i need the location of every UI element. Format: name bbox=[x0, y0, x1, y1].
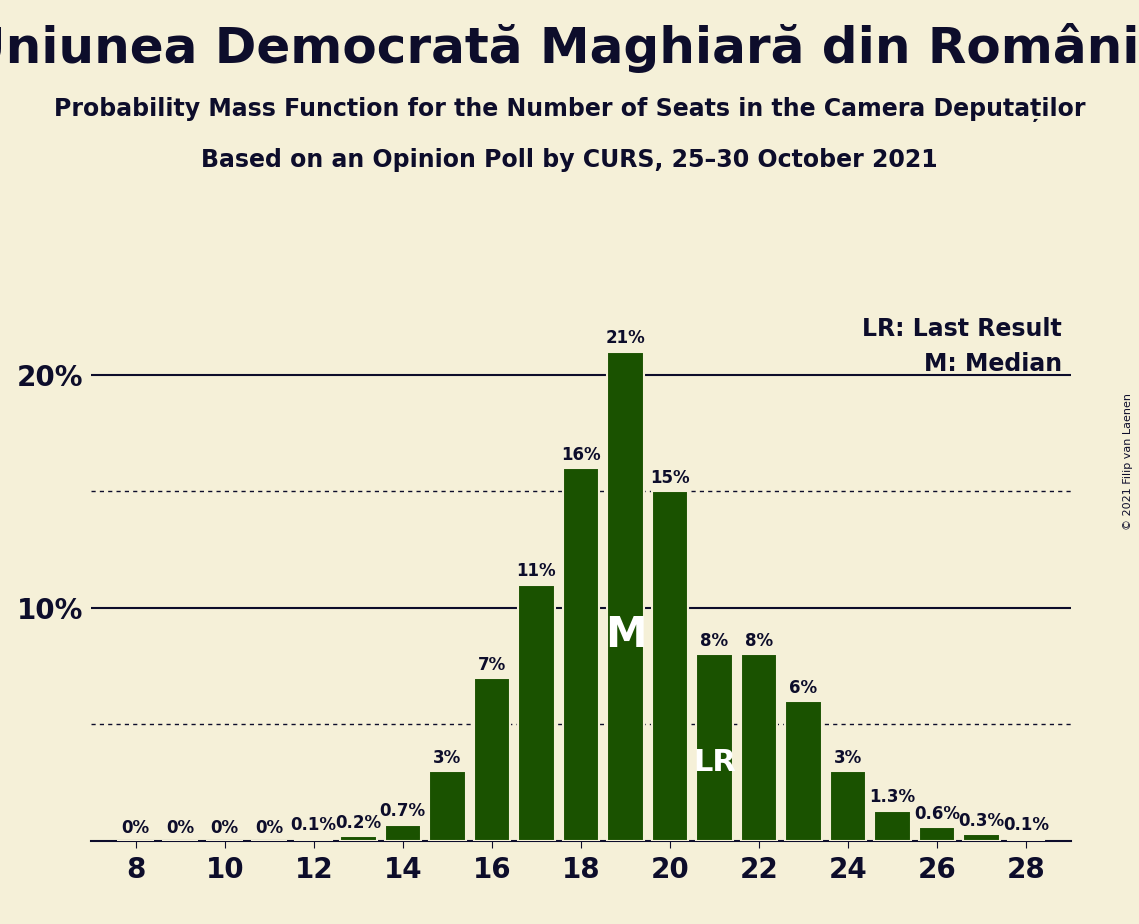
Text: 1.3%: 1.3% bbox=[869, 788, 916, 807]
Text: M: M bbox=[605, 614, 646, 656]
Text: 3%: 3% bbox=[433, 748, 461, 767]
Bar bbox=[295, 838, 331, 841]
Text: 0.3%: 0.3% bbox=[959, 811, 1005, 830]
Text: 11%: 11% bbox=[517, 563, 556, 580]
Text: 21%: 21% bbox=[606, 329, 646, 347]
Text: Based on an Opinion Poll by CURS, 25–30 October 2021: Based on an Opinion Poll by CURS, 25–30 … bbox=[202, 148, 937, 172]
Text: 3%: 3% bbox=[834, 748, 862, 767]
Bar bbox=[429, 771, 466, 841]
Text: M: Median: M: Median bbox=[924, 351, 1062, 375]
Text: Probability Mass Function for the Number of Seats in the Camera Deputaților: Probability Mass Function for the Number… bbox=[54, 97, 1085, 122]
Bar bbox=[1008, 838, 1044, 841]
Bar bbox=[696, 654, 732, 841]
Text: 0%: 0% bbox=[122, 819, 149, 836]
Text: 0.2%: 0.2% bbox=[335, 814, 382, 832]
Bar bbox=[919, 827, 956, 841]
Text: 7%: 7% bbox=[477, 655, 506, 674]
Text: 8%: 8% bbox=[700, 632, 729, 650]
Bar bbox=[341, 836, 377, 841]
Text: 6%: 6% bbox=[789, 679, 818, 697]
Text: 16%: 16% bbox=[562, 446, 600, 464]
Text: 0.7%: 0.7% bbox=[379, 802, 426, 821]
Bar bbox=[563, 468, 599, 841]
Bar bbox=[607, 351, 644, 841]
Text: 0.1%: 0.1% bbox=[1003, 816, 1049, 834]
Bar bbox=[652, 492, 688, 841]
Bar bbox=[518, 585, 555, 841]
Bar bbox=[385, 824, 421, 841]
Text: Uniunea Democrată Maghiară din România: Uniunea Democrată Maghiară din România bbox=[0, 23, 1139, 73]
Text: 0%: 0% bbox=[211, 819, 239, 836]
Bar bbox=[964, 833, 1000, 841]
Text: LR: LR bbox=[693, 748, 736, 777]
Text: LR: Last Result: LR: Last Result bbox=[862, 317, 1062, 341]
Bar bbox=[875, 810, 911, 841]
Text: 0%: 0% bbox=[166, 819, 195, 836]
Bar bbox=[474, 677, 510, 841]
Bar bbox=[830, 771, 867, 841]
Text: 0%: 0% bbox=[255, 819, 284, 836]
Text: 0.1%: 0.1% bbox=[290, 816, 337, 834]
Text: 15%: 15% bbox=[650, 469, 690, 487]
Bar bbox=[740, 654, 777, 841]
Text: 0.6%: 0.6% bbox=[915, 805, 960, 822]
Text: © 2021 Filip van Laenen: © 2021 Filip van Laenen bbox=[1123, 394, 1133, 530]
Text: 8%: 8% bbox=[745, 632, 773, 650]
Bar bbox=[785, 701, 821, 841]
